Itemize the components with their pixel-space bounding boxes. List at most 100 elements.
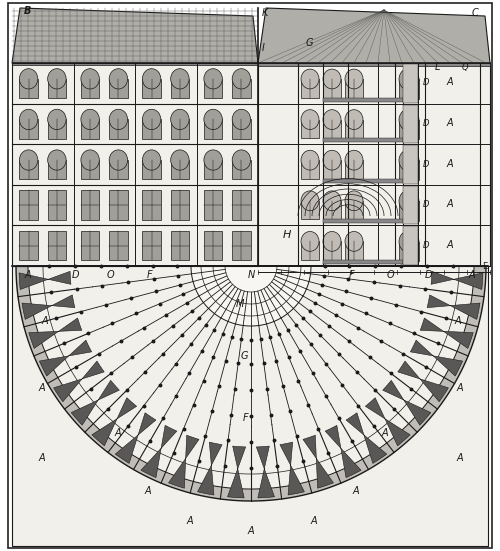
Bar bbox=[323, 138, 403, 142]
Bar bbox=[204, 79, 223, 98]
Bar bbox=[345, 120, 363, 138]
Ellipse shape bbox=[20, 150, 38, 170]
Text: A: A bbox=[352, 486, 360, 496]
Polygon shape bbox=[303, 435, 334, 488]
Text: A: A bbox=[38, 383, 46, 393]
Bar bbox=[20, 231, 38, 260]
Bar bbox=[170, 79, 189, 98]
Ellipse shape bbox=[142, 109, 161, 129]
Bar bbox=[48, 79, 66, 98]
Bar bbox=[204, 231, 223, 260]
Text: D: D bbox=[423, 160, 430, 169]
Bar bbox=[12, 62, 258, 65]
Text: B: B bbox=[24, 6, 32, 16]
Bar bbox=[142, 231, 161, 260]
Bar bbox=[12, 63, 258, 266]
Polygon shape bbox=[173, 266, 329, 344]
Bar bbox=[20, 79, 38, 98]
Ellipse shape bbox=[399, 109, 419, 131]
Bar bbox=[109, 160, 128, 179]
Polygon shape bbox=[95, 266, 407, 422]
Polygon shape bbox=[147, 266, 355, 370]
Bar bbox=[12, 266, 488, 546]
Bar bbox=[232, 160, 250, 179]
Bar bbox=[48, 120, 66, 138]
Bar bbox=[81, 191, 100, 220]
Ellipse shape bbox=[345, 191, 363, 210]
Polygon shape bbox=[81, 266, 421, 436]
Ellipse shape bbox=[170, 150, 189, 170]
Bar bbox=[142, 191, 161, 220]
Polygon shape bbox=[398, 361, 448, 402]
Ellipse shape bbox=[301, 110, 319, 129]
Polygon shape bbox=[256, 446, 274, 498]
Bar bbox=[403, 226, 418, 265]
Polygon shape bbox=[366, 398, 410, 446]
Text: E: E bbox=[482, 262, 487, 271]
Bar bbox=[258, 62, 490, 66]
Bar bbox=[399, 201, 419, 220]
Text: D: D bbox=[72, 270, 79, 280]
Text: A: A bbox=[447, 118, 454, 128]
Ellipse shape bbox=[109, 150, 128, 170]
Bar bbox=[204, 120, 223, 138]
Bar bbox=[170, 191, 189, 220]
Text: F: F bbox=[243, 413, 249, 423]
Text: A: A bbox=[456, 453, 464, 463]
Polygon shape bbox=[198, 442, 222, 495]
Polygon shape bbox=[168, 435, 199, 488]
Bar bbox=[301, 201, 319, 219]
Ellipse shape bbox=[232, 109, 250, 129]
Text: A: A bbox=[186, 516, 194, 526]
Bar bbox=[20, 160, 38, 179]
Text: K: K bbox=[262, 8, 268, 18]
Ellipse shape bbox=[301, 150, 319, 170]
Bar bbox=[399, 160, 419, 180]
Text: A: A bbox=[447, 240, 454, 250]
Bar bbox=[345, 241, 363, 260]
Bar bbox=[232, 120, 250, 138]
Bar bbox=[258, 63, 490, 266]
Text: O: O bbox=[106, 270, 114, 280]
Text: A: A bbox=[114, 428, 121, 438]
Text: A: A bbox=[454, 316, 462, 326]
Bar bbox=[323, 79, 341, 98]
Text: D: D bbox=[423, 241, 430, 250]
Ellipse shape bbox=[20, 69, 38, 89]
Ellipse shape bbox=[399, 231, 419, 253]
Text: F: F bbox=[147, 270, 153, 280]
Text: Q: Q bbox=[462, 63, 468, 72]
Polygon shape bbox=[71, 380, 120, 425]
Polygon shape bbox=[410, 340, 463, 376]
Polygon shape bbox=[121, 266, 381, 396]
Bar bbox=[323, 98, 403, 101]
Ellipse shape bbox=[142, 150, 161, 170]
Bar bbox=[20, 120, 38, 138]
Ellipse shape bbox=[204, 69, 223, 89]
Bar bbox=[399, 79, 419, 99]
Ellipse shape bbox=[323, 231, 341, 251]
Polygon shape bbox=[141, 425, 177, 478]
Bar bbox=[323, 179, 403, 183]
Text: M: M bbox=[236, 299, 244, 309]
Polygon shape bbox=[420, 318, 473, 348]
Polygon shape bbox=[40, 340, 92, 376]
Polygon shape bbox=[382, 380, 431, 425]
Ellipse shape bbox=[345, 110, 363, 129]
Bar bbox=[323, 160, 341, 179]
Bar bbox=[301, 79, 319, 98]
Ellipse shape bbox=[20, 109, 38, 129]
Text: L: L bbox=[435, 62, 440, 72]
Bar bbox=[403, 64, 418, 102]
Polygon shape bbox=[43, 266, 459, 474]
Polygon shape bbox=[55, 266, 447, 462]
Bar bbox=[403, 186, 418, 224]
Bar bbox=[232, 191, 250, 220]
Ellipse shape bbox=[109, 109, 128, 129]
Bar bbox=[301, 241, 319, 260]
Bar bbox=[170, 160, 189, 179]
Bar bbox=[48, 231, 66, 260]
Ellipse shape bbox=[323, 110, 341, 129]
Text: A: A bbox=[382, 428, 388, 438]
Text: G: G bbox=[240, 351, 248, 361]
